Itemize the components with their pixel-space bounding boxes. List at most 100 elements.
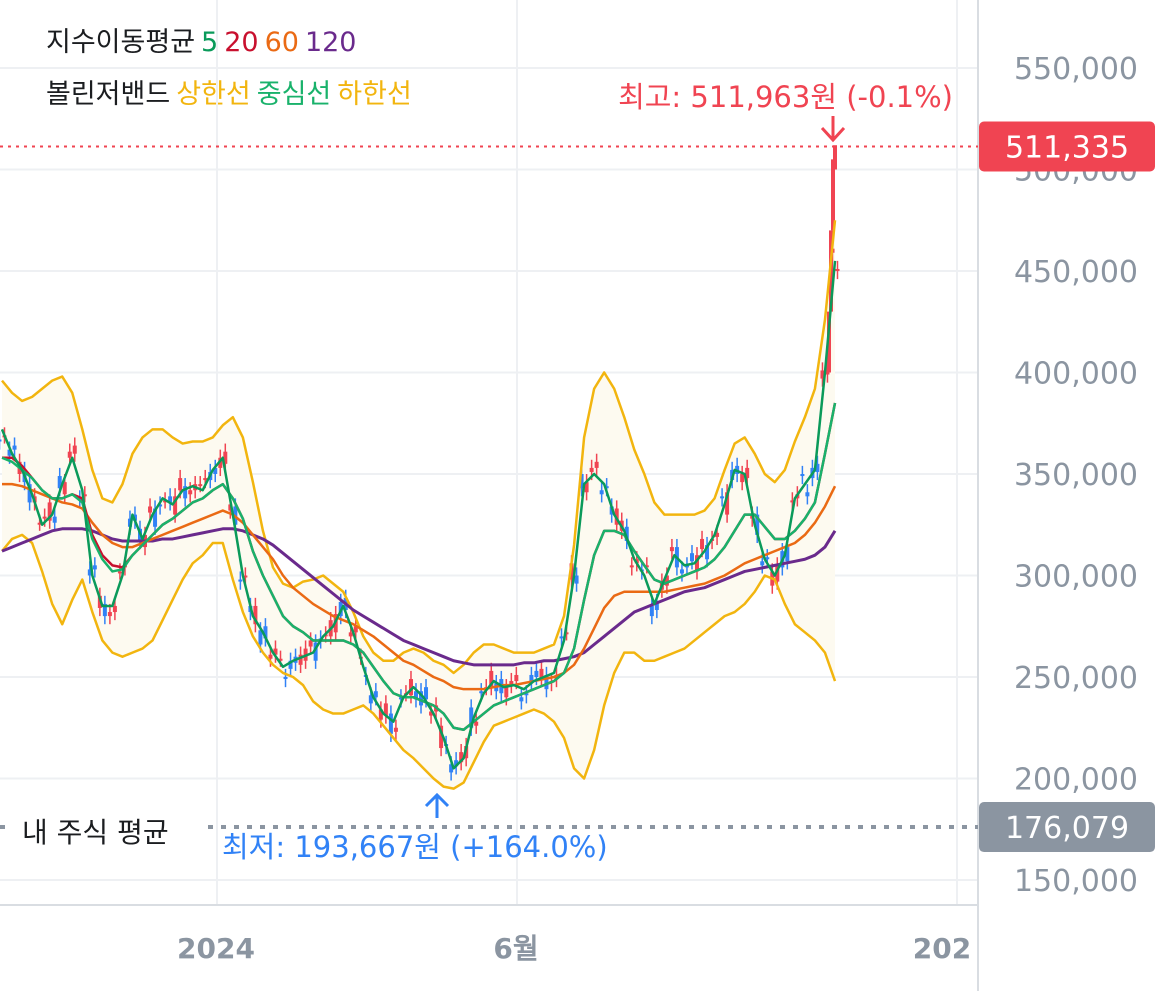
candle-body — [168, 496, 173, 503]
candle-body — [112, 605, 117, 613]
bb-legend-lower: 하한선 — [337, 79, 412, 110]
ma-legend-60: 60 — [264, 27, 299, 58]
candle-body — [368, 695, 373, 704]
candle-body — [7, 449, 12, 456]
candle-body — [117, 571, 122, 574]
candle-body — [604, 486, 609, 489]
candle-body — [459, 752, 464, 763]
candle-body — [831, 159, 835, 231]
bb-legend-middle: 중심선 — [256, 79, 332, 110]
candle-body — [790, 500, 795, 503]
candle-body — [42, 516, 47, 519]
candle-body — [353, 626, 358, 633]
candle-body — [574, 575, 579, 584]
candle-body — [694, 555, 699, 572]
candle-body — [820, 370, 825, 379]
my-average-tag-label: 176,079 — [1005, 811, 1129, 846]
candle-body — [313, 642, 318, 661]
candle-body — [559, 636, 564, 639]
candle-body — [348, 632, 353, 637]
ma-legend-title: 지수이동평균 — [46, 27, 196, 58]
candle-body — [87, 569, 92, 576]
candle-body — [398, 697, 403, 700]
candle-body — [564, 632, 569, 635]
candle-body — [218, 457, 223, 468]
candle-body — [579, 474, 584, 489]
candle-body — [649, 605, 654, 617]
current-price-tag — [979, 121, 1155, 172]
candle-body — [12, 445, 17, 450]
candle-body — [715, 532, 720, 537]
candle-body — [469, 707, 474, 728]
candle-body — [740, 474, 745, 483]
candle-body — [439, 725, 444, 749]
candle-body — [102, 603, 107, 617]
candle-body — [539, 668, 544, 680]
candle-body — [544, 674, 549, 690]
low-arrow-icon — [424, 792, 450, 818]
candle-body — [283, 677, 288, 680]
candle-body — [153, 508, 158, 527]
candle-body — [827, 311, 831, 373]
ma-legend-120: 120 — [304, 27, 357, 58]
candle-body — [52, 516, 57, 523]
candle-body — [669, 547, 674, 552]
candle-body — [243, 575, 248, 578]
candle-body — [449, 764, 454, 773]
candle-body — [47, 502, 52, 521]
y-tick-label: 450,000 — [1014, 255, 1138, 290]
candle-body — [479, 691, 484, 694]
candle-body — [529, 674, 534, 684]
candle-body — [238, 579, 243, 582]
y-tick-label: 200,000 — [1014, 763, 1138, 798]
line-중심선 — [1, 402, 837, 732]
ma-legend-5: 5 — [201, 27, 219, 58]
candle-body — [489, 670, 494, 688]
candle-body — [534, 670, 539, 677]
candle-body — [92, 565, 97, 570]
ma-legend-20: 20 — [224, 27, 259, 58]
candle-body — [213, 467, 218, 474]
candle-body — [594, 461, 599, 468]
candle-body — [654, 601, 659, 611]
bb-legend: 볼린저밴드 상한선 중심선 하한선 — [46, 72, 418, 111]
candle-body — [278, 658, 283, 661]
candle-body — [408, 679, 413, 696]
candle-body — [223, 451, 228, 464]
candle-body — [624, 526, 629, 541]
candle-body — [514, 674, 519, 682]
candle-body — [833, 145, 837, 170]
candle-body — [519, 697, 524, 702]
x-tick-label: 6월 — [493, 932, 538, 965]
candle-body — [725, 492, 730, 515]
candle-body — [413, 691, 418, 700]
x-tick-label: 2024 — [177, 932, 255, 965]
candle-body — [198, 484, 203, 487]
line-120 — [1, 527, 837, 667]
candle-body — [82, 494, 87, 497]
line-하한선 — [1, 533, 837, 790]
candle-body — [800, 474, 805, 477]
candle-body — [584, 482, 589, 493]
ma-legend: 지수이동평균 5 20 60 120 — [46, 20, 363, 59]
candle-body — [268, 654, 273, 659]
candle-body — [419, 691, 424, 706]
candle-body — [308, 640, 313, 647]
candle-body — [429, 711, 434, 716]
candle-body — [72, 445, 77, 454]
my-average-label: 내 주식 평균 — [22, 816, 169, 849]
candle-body — [163, 500, 168, 503]
bollinger-band-fill — [2, 220, 835, 789]
indicator-lines — [0, 220, 837, 790]
high-arrow-icon — [820, 116, 846, 143]
candle-body — [765, 557, 770, 560]
line-5 — [0, 260, 837, 770]
y-tick-label: 350,000 — [1014, 458, 1138, 493]
candle-body — [760, 561, 765, 566]
candle-body — [684, 565, 689, 568]
candle-body — [0, 439, 2, 442]
candle-body — [67, 451, 72, 458]
current-price-tag-label: 511,335 — [1005, 130, 1129, 165]
axes: 550,000 450,000 400,000 350,000 300,000 250,0… — [0, 0, 1138, 991]
